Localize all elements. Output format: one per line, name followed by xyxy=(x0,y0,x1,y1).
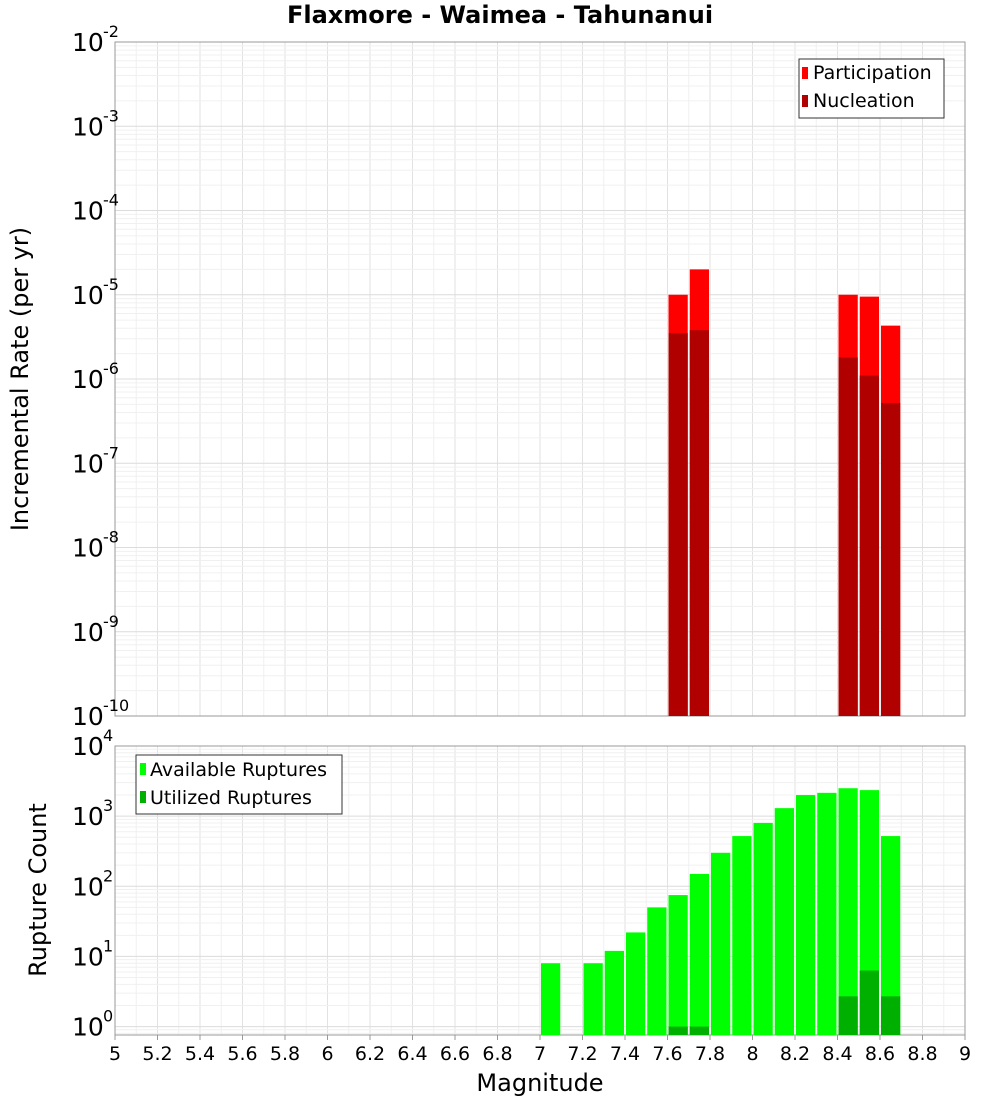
y-tick-label: 10 xyxy=(72,702,104,731)
count-bar-available-ruptures xyxy=(604,950,624,1035)
x-tick-label: 5.2 xyxy=(142,1043,172,1065)
y-tick-exponent: 4 xyxy=(103,726,113,745)
rate-bar-nucleation xyxy=(881,402,901,716)
y-tick-label: 10 xyxy=(72,112,104,141)
x-tick-label: 6.4 xyxy=(397,1043,427,1065)
y-tick-exponent: 0 xyxy=(103,1007,113,1026)
y-tick-label: 10 xyxy=(72,732,104,761)
count-bar-available-ruptures xyxy=(796,795,816,1035)
legend-label-nucleation: Nucleation xyxy=(813,90,915,112)
y-tick-label: 10 xyxy=(72,618,104,647)
count-bar-utilized-ruptures xyxy=(668,1026,688,1035)
y-tick-label: 10 xyxy=(72,1013,104,1042)
count-bar-available-ruptures xyxy=(753,822,773,1035)
y-tick-exponent: -2 xyxy=(103,22,119,41)
count-bar-available-ruptures xyxy=(711,852,731,1035)
count-bar-available-ruptures xyxy=(668,895,688,1035)
count-bar-utilized-ruptures xyxy=(689,1026,709,1035)
count-panel-bars xyxy=(541,788,901,1035)
legend-swatch-available xyxy=(140,763,146,775)
x-tick-label: 5.6 xyxy=(227,1043,257,1065)
count-legend-box xyxy=(135,754,343,815)
count-bar-available-ruptures xyxy=(541,963,561,1035)
rate-bar-nucleation xyxy=(838,357,858,716)
count-legend: Available Ruptures Utilized Ruptures xyxy=(135,754,343,815)
y-tick-exponent: -6 xyxy=(103,359,119,378)
y-tick-exponent: -3 xyxy=(103,106,119,125)
x-tick-label: 7.6 xyxy=(652,1043,682,1065)
rate-bar-nucleation xyxy=(668,333,688,716)
x-tick-label: 8.2 xyxy=(780,1043,810,1065)
count-bar-available-ruptures xyxy=(647,907,667,1035)
count-bar-available-ruptures xyxy=(689,873,709,1035)
x-tick-label: 8.8 xyxy=(907,1043,937,1065)
rate-legend: Participation Nucleation xyxy=(798,58,945,119)
rate-panel-grid xyxy=(114,42,966,717)
x-tick-label: 8.4 xyxy=(822,1043,852,1065)
rate-bar-nucleation xyxy=(859,375,879,716)
count-bar-available-ruptures xyxy=(626,932,646,1035)
count-bar-available-ruptures xyxy=(838,788,858,1035)
x-tick-label: 7.2 xyxy=(567,1043,597,1065)
count-bar-available-ruptures xyxy=(732,836,752,1035)
y-tick-label: 10 xyxy=(72,802,104,831)
x-tick-label: 8.6 xyxy=(865,1043,895,1065)
y-tick-exponent: -9 xyxy=(103,612,119,631)
y-tick-exponent: 1 xyxy=(103,936,113,955)
x-tick-label: 5.8 xyxy=(270,1043,300,1065)
x-tick-label: 6.8 xyxy=(482,1043,512,1065)
y-tick-exponent: -8 xyxy=(103,528,119,547)
x-axis-label: Magnitude xyxy=(476,1069,603,1097)
y-tick-label: 10 xyxy=(72,28,104,57)
y-tick-exponent: -4 xyxy=(103,191,119,210)
rate-y-axis-label: Incremental Rate (per yr) xyxy=(6,227,34,531)
count-bar-available-ruptures xyxy=(881,836,901,1035)
count-bar-utilized-ruptures xyxy=(859,970,879,1035)
x-tick-label: 7.8 xyxy=(695,1043,725,1065)
x-tick-label: 6 xyxy=(321,1043,333,1065)
y-tick-label: 10 xyxy=(72,449,104,478)
legend-label-participation: Participation xyxy=(813,62,932,84)
count-bar-utilized-ruptures xyxy=(881,996,901,1035)
rate-bar-nucleation xyxy=(689,330,709,716)
legend-swatch-nucleation xyxy=(802,95,808,107)
legend-swatch-participation xyxy=(802,67,808,79)
y-tick-exponent: 2 xyxy=(103,866,113,885)
x-tick-label: 6.6 xyxy=(440,1043,470,1065)
count-bar-available-ruptures xyxy=(774,808,794,1035)
x-tick-label: 5.4 xyxy=(185,1043,215,1065)
y-tick-label: 10 xyxy=(72,942,104,971)
count-bar-available-ruptures xyxy=(583,963,603,1035)
count-y-axis-label: Rupture Count xyxy=(24,803,52,977)
x-tick-label: 9 xyxy=(959,1043,971,1065)
count-bar-utilized-ruptures xyxy=(838,996,858,1035)
x-tick-label: 7 xyxy=(534,1043,546,1065)
legend-swatch-utilized xyxy=(140,791,146,803)
count-panel-x-ticks: 5 5.2 5.4 5.6 5.8 6 6.2 6.4 6.6 6.8 7 7.2 7.4 7.6 7.8 8… xyxy=(109,1035,971,1065)
y-tick-exponent: -10 xyxy=(103,696,129,715)
y-tick-label: 10 xyxy=(72,197,104,226)
rate-panel-frame xyxy=(114,41,966,717)
count-bar-available-ruptures xyxy=(817,792,837,1035)
legend-label-available: Available Ruptures xyxy=(150,759,327,781)
rate-legend-box xyxy=(798,58,945,119)
y-tick-label: 10 xyxy=(72,534,104,563)
chart-title: Flaxmore - Waimea - Tahunanui xyxy=(287,1,713,29)
y-tick-label: 10 xyxy=(72,872,104,901)
y-tick-label: 10 xyxy=(72,281,104,310)
rate-panel-bars xyxy=(668,269,901,716)
y-tick-exponent: -5 xyxy=(103,275,119,294)
x-tick-label: 6.2 xyxy=(355,1043,385,1065)
legend-label-utilized: Utilized Ruptures xyxy=(150,787,312,809)
y-tick-label: 10 xyxy=(72,365,104,394)
x-tick-label: 7.4 xyxy=(610,1043,640,1065)
x-tick-label: 8 xyxy=(746,1043,758,1065)
y-tick-exponent: 3 xyxy=(103,796,113,815)
y-tick-exponent: -7 xyxy=(103,443,119,462)
x-tick-label: 5 xyxy=(109,1043,121,1065)
